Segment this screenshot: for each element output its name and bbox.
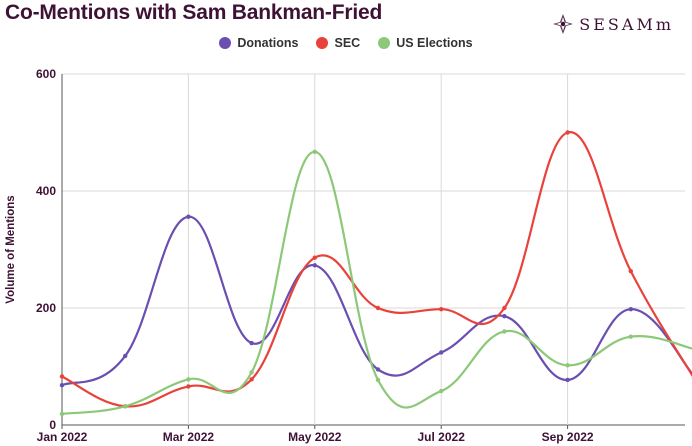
data-point [249,340,254,346]
y-tick-label: 400 [36,184,56,198]
legend-item[interactable]: US Elections [378,36,473,50]
x-tick-label: May 2022 [288,430,342,444]
legend-item[interactable]: SEC [316,36,360,50]
legend-dot [219,37,232,49]
x-tick-label: Mar 2022 [163,430,215,444]
data-point [565,363,570,368]
x-tick-label: Sep 2022 [542,430,594,444]
data-point [628,334,633,339]
y-tick-label: 600 [36,67,56,81]
legend-label: SEC [334,36,361,50]
data-point [628,268,633,274]
data-point [502,305,507,311]
data-point [565,377,570,383]
data-point [123,404,128,409]
data-point [502,313,507,319]
data-point [439,388,444,394]
sesamm-logo: SESAMm [551,12,674,36]
data-point [312,149,317,155]
x-tick-label: Jul 2022 [418,430,466,444]
y-tick-label: 0 [49,418,56,432]
data-point [186,377,191,382]
chart-legend: Donations SEC US Elections [0,36,692,50]
data-point [59,383,65,388]
data-point [375,305,381,311]
data-point [312,263,317,268]
series-line-donations [61,215,692,387]
series-line-sec [61,131,692,408]
data-point [249,377,254,382]
data-point [59,411,65,417]
chart-title: Co-Mentions with Sam Bankman-Fried [5,1,383,24]
data-point [186,384,191,389]
data-point [439,306,444,312]
y-axis-label: Volume of Mentions [5,195,17,303]
data-point [439,350,444,355]
data-point [565,130,570,135]
data-point [375,367,381,372]
legend-label: Donations [237,36,299,50]
x-tick-label: Jan 2022 [37,430,88,444]
logo-text: SESAMm [579,14,674,34]
data-point [375,377,381,383]
legend-item[interactable]: Donations [219,36,298,50]
data-point [502,329,507,334]
legend-dot [316,37,329,49]
legend-dot [378,37,391,49]
data-point [249,370,254,375]
data-point [186,214,191,219]
sesamm-logo-icon [553,14,574,34]
data-point [312,255,317,260]
data-point [628,306,633,312]
legend-label: US Elections [396,36,473,50]
data-point [59,374,65,379]
data-point [123,353,128,359]
y-tick-label: 200 [36,301,56,315]
